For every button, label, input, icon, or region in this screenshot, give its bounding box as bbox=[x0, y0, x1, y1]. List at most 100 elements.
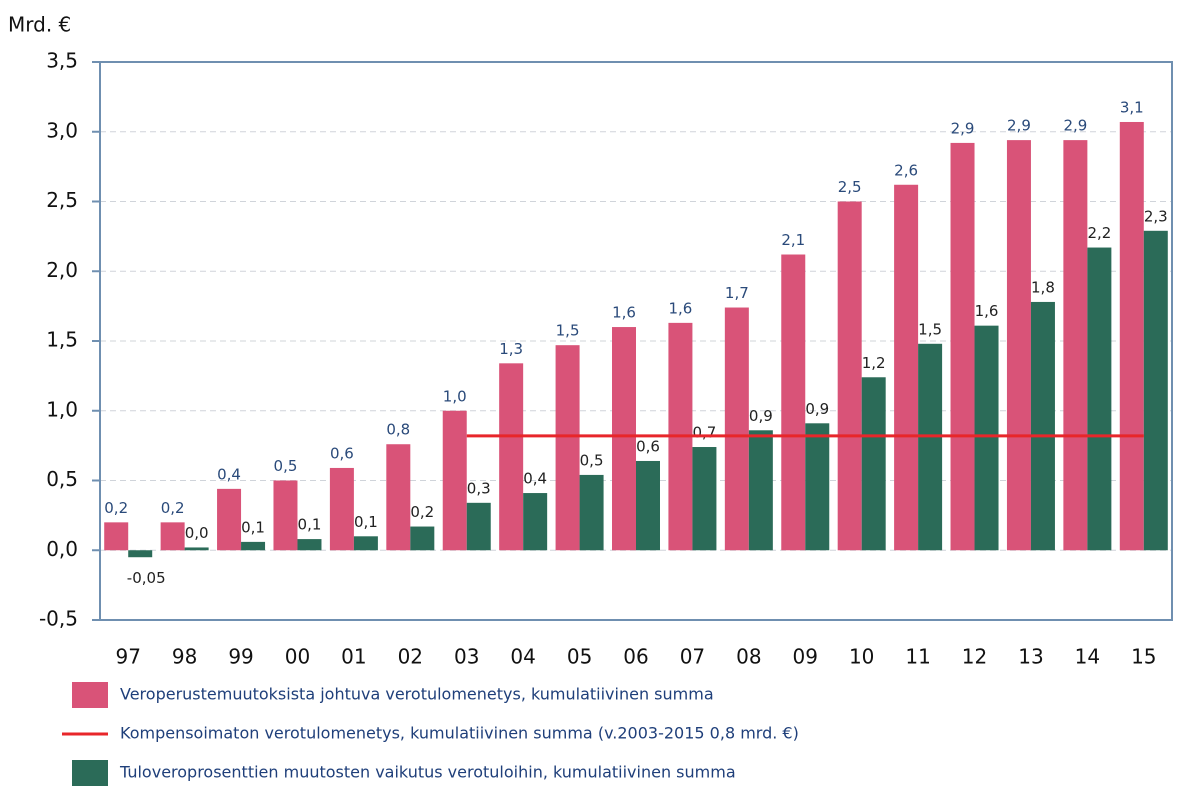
x-tick-label: 02 bbox=[398, 645, 423, 669]
bar bbox=[1006, 140, 1031, 551]
x-tick-label: 13 bbox=[1018, 645, 1043, 669]
bar bbox=[724, 307, 749, 551]
bar bbox=[184, 547, 209, 551]
y-tick-label: 1,0 bbox=[46, 397, 78, 421]
bar bbox=[974, 325, 999, 551]
x-tick-label: 04 bbox=[510, 645, 535, 669]
value-label: 0,0 bbox=[185, 524, 209, 542]
value-label: 2,5 bbox=[838, 178, 862, 196]
y-tick-label: 3,5 bbox=[46, 49, 78, 73]
y-tick-label: 0,5 bbox=[46, 467, 78, 491]
value-label: 3,1 bbox=[1120, 98, 1144, 116]
value-label: 0,2 bbox=[161, 499, 185, 517]
x-tick-label: 10 bbox=[849, 645, 874, 669]
value-label: 2,9 bbox=[951, 119, 975, 137]
y-tick-label: 2,5 bbox=[46, 188, 78, 212]
bar bbox=[1030, 301, 1055, 551]
x-tick-label: 00 bbox=[285, 645, 310, 669]
x-tick-label: 15 bbox=[1131, 645, 1156, 669]
x-tick-label: 11 bbox=[905, 645, 930, 669]
value-label: 0,2 bbox=[410, 503, 434, 521]
value-label: 0,7 bbox=[692, 424, 716, 442]
bar bbox=[555, 345, 580, 551]
value-label: 2,9 bbox=[1063, 117, 1087, 135]
value-label: 0,2 bbox=[104, 499, 128, 517]
bar bbox=[1087, 247, 1112, 551]
bar bbox=[386, 444, 411, 551]
value-label: 1,8 bbox=[1031, 278, 1055, 296]
x-tick-label: 05 bbox=[567, 645, 592, 669]
bar bbox=[861, 377, 886, 551]
bar bbox=[523, 493, 548, 551]
legend-label: Tuloveroprosenttien muutosten vaikutus v… bbox=[119, 763, 736, 782]
bar bbox=[612, 327, 636, 551]
value-label: 0,1 bbox=[298, 516, 322, 534]
y-tick-label: 3,0 bbox=[46, 118, 78, 142]
value-label: 0,8 bbox=[386, 421, 410, 439]
bar bbox=[579, 474, 604, 551]
value-label: 0,3 bbox=[467, 479, 491, 497]
legend-label: Kompensoimaton verotulomenetys, kumulati… bbox=[120, 724, 799, 743]
value-label: 1,5 bbox=[918, 320, 942, 338]
value-label: 1,5 bbox=[556, 322, 580, 340]
value-label: 1,0 bbox=[443, 387, 467, 405]
x-tick-label: 09 bbox=[793, 645, 818, 669]
value-label: 0,9 bbox=[749, 407, 773, 425]
value-label: 0,6 bbox=[330, 444, 354, 462]
value-label: 2,2 bbox=[1087, 224, 1111, 242]
bar bbox=[273, 480, 298, 551]
x-tick-label: 12 bbox=[962, 645, 987, 669]
x-tick-label: 98 bbox=[172, 645, 197, 669]
y-tick-label: 2,0 bbox=[46, 258, 78, 282]
value-label: 1,7 bbox=[725, 284, 749, 302]
value-label: 0,5 bbox=[274, 457, 298, 475]
value-label: 2,3 bbox=[1144, 207, 1168, 225]
legend-label: Veroperustemuutoksista johtuva verotulom… bbox=[120, 685, 714, 704]
bar bbox=[353, 536, 378, 551]
value-label: 0,6 bbox=[636, 437, 660, 455]
x-tick-label: 08 bbox=[736, 645, 761, 669]
bar bbox=[128, 550, 153, 558]
bar bbox=[1119, 121, 1144, 551]
x-tick-label: 01 bbox=[341, 645, 366, 669]
bar bbox=[1063, 140, 1088, 551]
bar bbox=[499, 363, 524, 551]
value-label: 0,4 bbox=[523, 470, 547, 488]
value-label: 0,4 bbox=[217, 465, 241, 483]
legend-swatch bbox=[72, 682, 108, 708]
value-label: 1,3 bbox=[499, 340, 523, 358]
y-tick-label: 0,0 bbox=[46, 537, 78, 561]
x-tick-label: 06 bbox=[623, 645, 648, 669]
value-label: 1,6 bbox=[668, 299, 692, 317]
bar bbox=[329, 467, 354, 551]
bar bbox=[104, 522, 129, 551]
x-tick-label: 99 bbox=[228, 645, 253, 669]
bar bbox=[442, 410, 467, 551]
x-tick-label: 97 bbox=[115, 645, 140, 669]
bar bbox=[410, 526, 435, 551]
value-label: 0,1 bbox=[354, 513, 378, 531]
bar bbox=[217, 488, 242, 551]
value-label: 0,1 bbox=[241, 518, 265, 536]
bar bbox=[241, 541, 266, 551]
x-tick-label: 07 bbox=[680, 645, 705, 669]
value-label: 1,2 bbox=[862, 354, 886, 372]
value-label: 2,1 bbox=[781, 231, 805, 249]
value-label: 0,9 bbox=[805, 400, 829, 418]
value-label: -0,05 bbox=[127, 569, 166, 587]
bar bbox=[894, 184, 919, 551]
bar bbox=[297, 539, 322, 551]
y-tick-label: -0,5 bbox=[39, 607, 78, 631]
bar bbox=[805, 423, 830, 551]
bar bbox=[1143, 230, 1168, 551]
x-tick-label: 03 bbox=[454, 645, 479, 669]
plot-border bbox=[99, 61, 1173, 621]
legend-swatch bbox=[72, 760, 108, 786]
value-label: 1,6 bbox=[612, 304, 636, 322]
bar bbox=[837, 201, 862, 551]
bar bbox=[918, 343, 943, 551]
y-tick-label: 1,5 bbox=[46, 328, 78, 352]
value-label: 1,6 bbox=[975, 302, 999, 320]
y-axis-label: Mrd. € bbox=[8, 13, 71, 37]
bar bbox=[748, 430, 773, 551]
